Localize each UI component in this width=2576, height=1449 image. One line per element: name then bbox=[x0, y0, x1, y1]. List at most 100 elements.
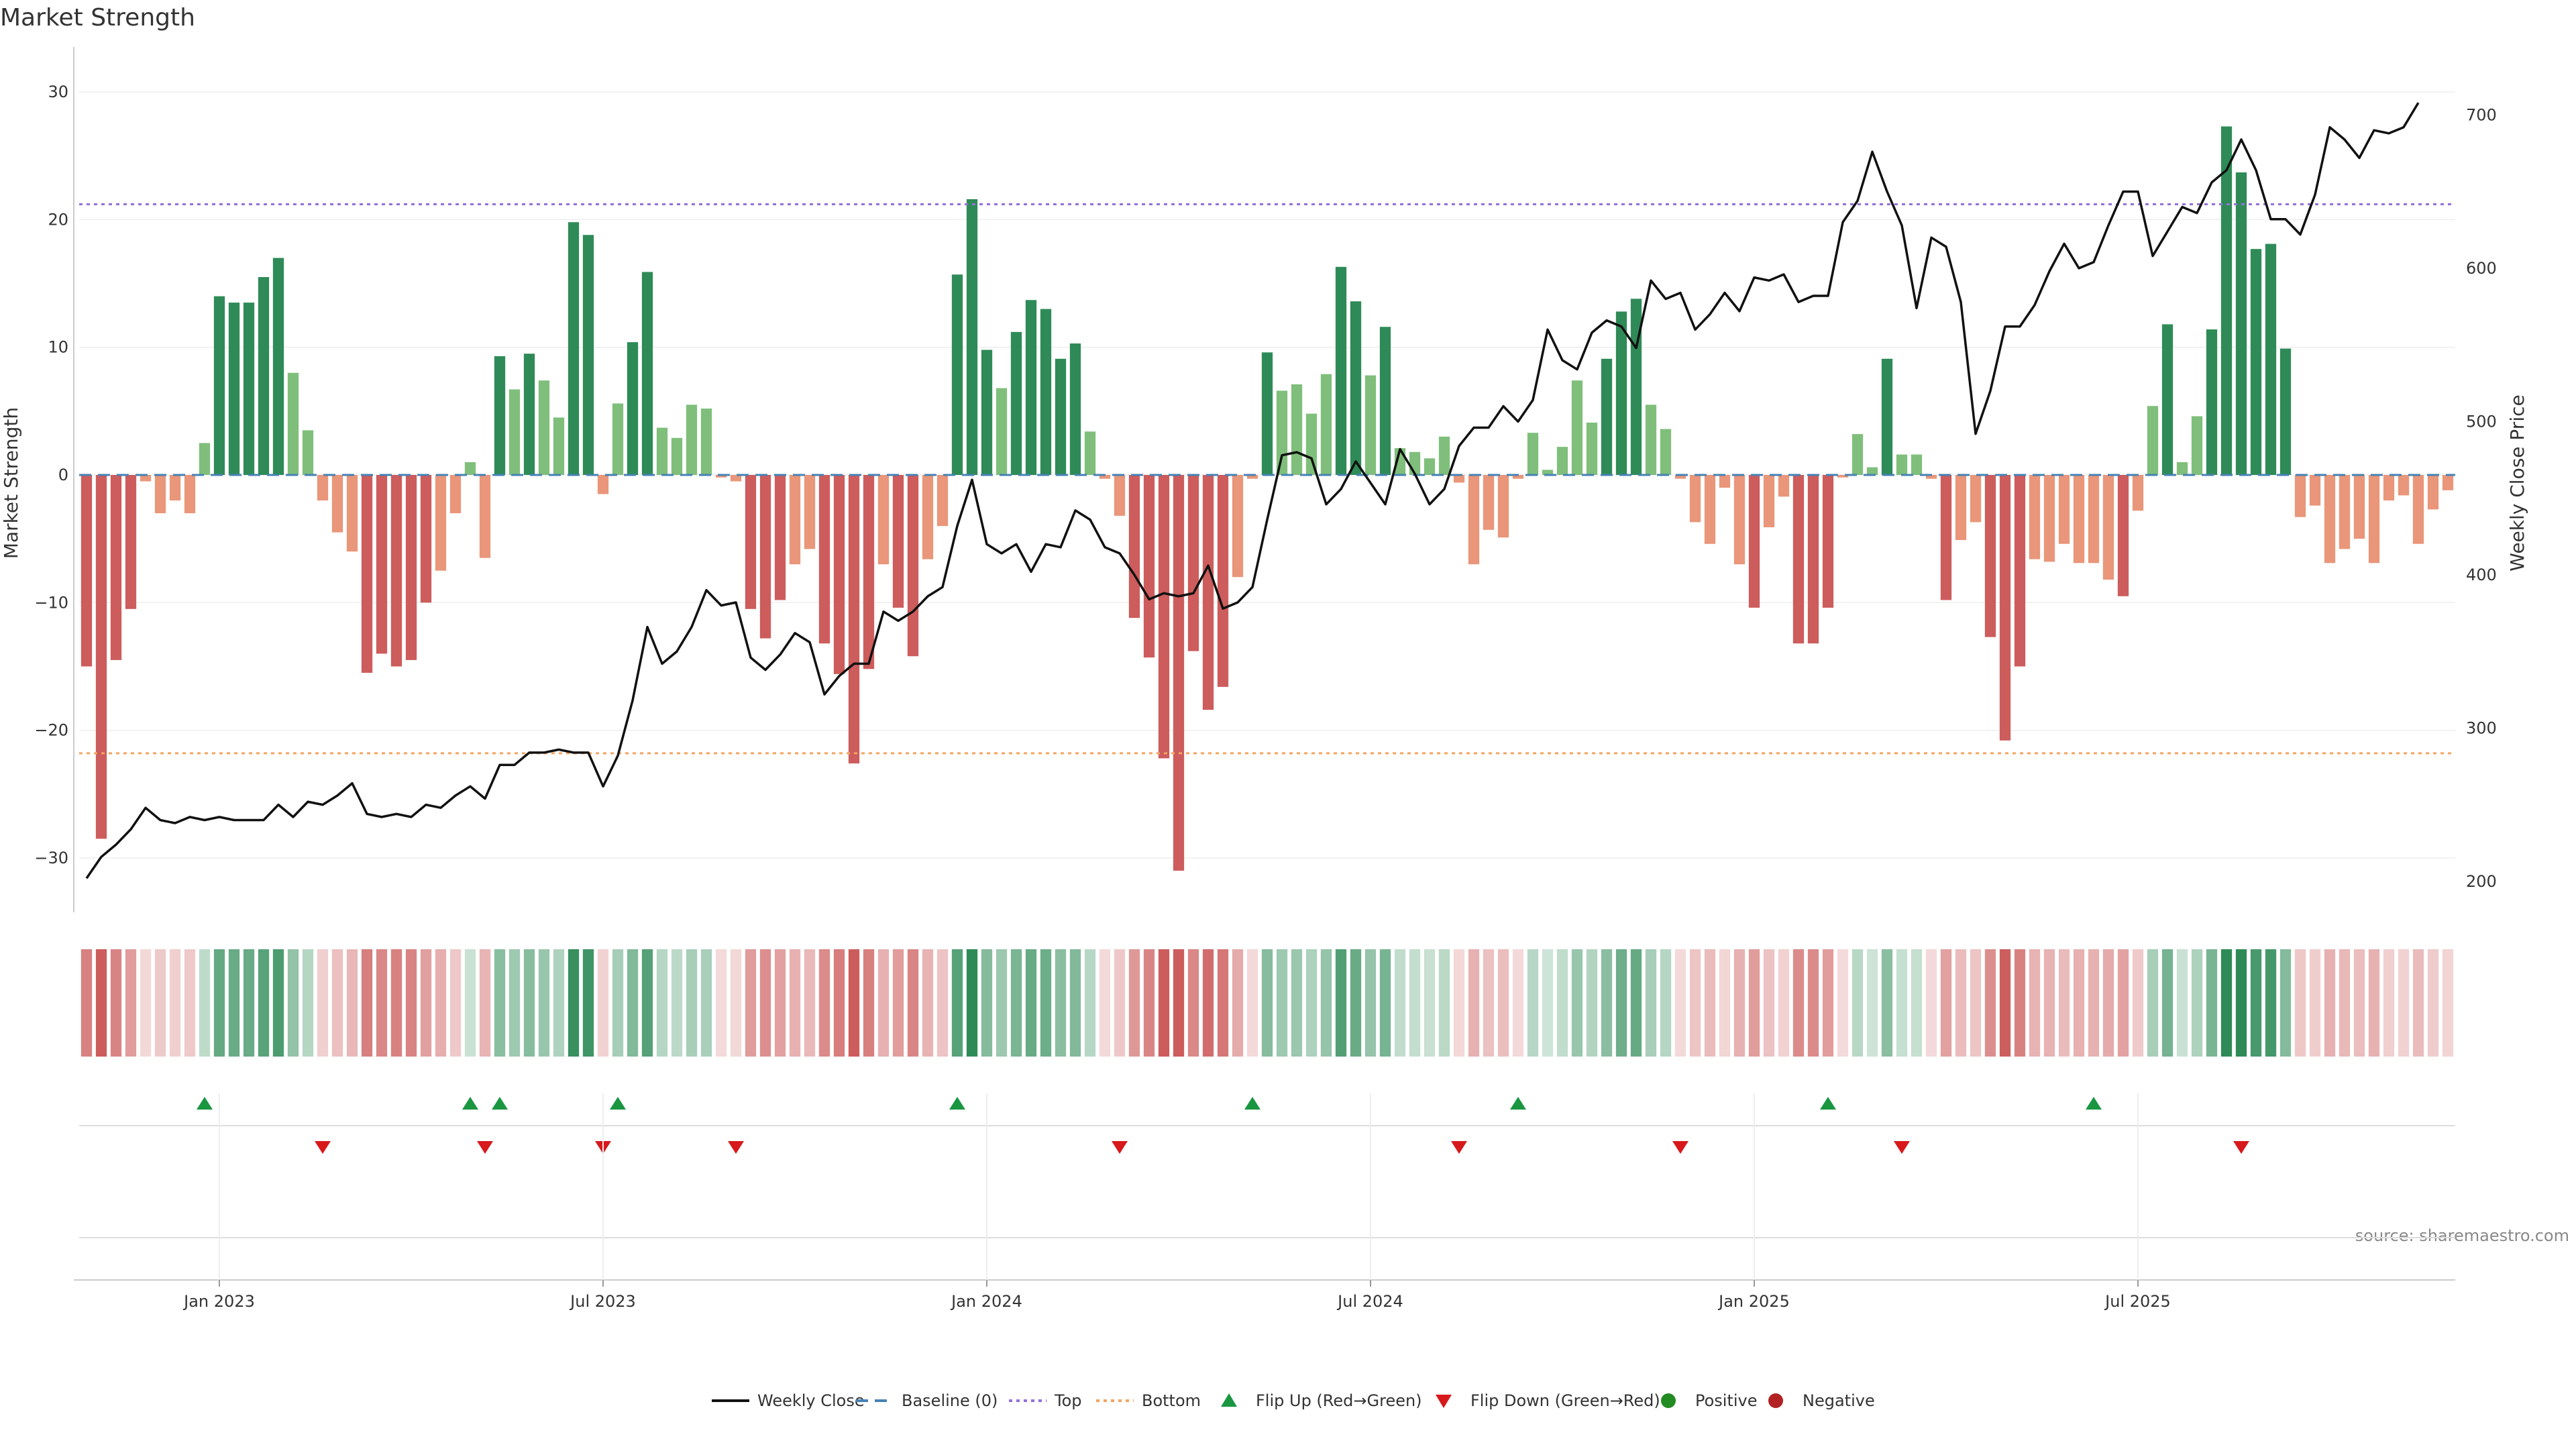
x-tick-label: Jul 2025 bbox=[2104, 1292, 2171, 1311]
heat-cell bbox=[2339, 949, 2351, 1057]
right-tick-label: 200 bbox=[2466, 872, 2497, 891]
heat-cell bbox=[154, 949, 166, 1057]
strength-bar bbox=[1276, 390, 1288, 475]
right-tick-label: 700 bbox=[2466, 105, 2497, 124]
heat-cell bbox=[1232, 949, 1244, 1057]
heat-cell bbox=[1394, 949, 1406, 1057]
heat-cell bbox=[2117, 949, 2129, 1057]
strength-bar bbox=[1911, 454, 1923, 475]
x-tick-label: Jan 2023 bbox=[182, 1292, 255, 1311]
heat-cell bbox=[1527, 949, 1539, 1057]
flip-down-marker bbox=[315, 1141, 331, 1154]
heat-cell bbox=[1291, 949, 1303, 1057]
heat-cell bbox=[1556, 949, 1568, 1057]
flip-up-marker bbox=[1510, 1097, 1526, 1110]
heat-cell bbox=[1424, 949, 1436, 1057]
heat-cell bbox=[1822, 949, 1834, 1057]
heat-cell bbox=[287, 949, 299, 1057]
heat-cell bbox=[1350, 949, 1362, 1057]
heat-cell bbox=[1483, 949, 1495, 1057]
strength-bar bbox=[420, 474, 432, 603]
strength-heat-band bbox=[80, 949, 2454, 1057]
heat-cell bbox=[1984, 949, 1996, 1057]
strength-bar bbox=[730, 474, 742, 482]
strength-bar bbox=[936, 474, 949, 527]
heat-cell bbox=[213, 949, 225, 1057]
flip-up-marker bbox=[492, 1097, 508, 1110]
strength-bar bbox=[1261, 352, 1273, 475]
heat-cell bbox=[2191, 949, 2203, 1057]
heat-cell bbox=[1881, 949, 1893, 1057]
heat-cell bbox=[1542, 949, 1554, 1057]
flip-markers-panel bbox=[79, 1097, 2455, 1238]
heat-cell bbox=[1438, 949, 1450, 1057]
heat-cell bbox=[1143, 949, 1155, 1057]
strength-bar bbox=[745, 474, 757, 609]
heat-cell bbox=[1940, 949, 1952, 1057]
heat-cell bbox=[1025, 949, 1037, 1057]
heat-cell bbox=[479, 949, 491, 1057]
heat-cell bbox=[184, 949, 196, 1057]
strength-bar bbox=[2206, 329, 2218, 475]
strength-bar bbox=[1040, 309, 1052, 475]
chart-title: Market Strength bbox=[0, 4, 195, 32]
legend-label: Negative bbox=[1803, 1391, 1875, 1410]
legend-label: Flip Up (Red→Green) bbox=[1256, 1391, 1422, 1410]
heat-cell bbox=[1202, 949, 1214, 1057]
right-tick-label: 400 bbox=[2466, 566, 2497, 584]
strength-bar bbox=[494, 356, 506, 475]
heat-cell bbox=[2161, 949, 2174, 1057]
reference-lines bbox=[79, 203, 2455, 755]
strength-bar bbox=[700, 409, 712, 475]
strength-bar bbox=[1778, 474, 1790, 497]
x-tick-label: Jan 2025 bbox=[1717, 1292, 1790, 1311]
strength-bar bbox=[2368, 474, 2380, 564]
strength-bar bbox=[2383, 474, 2395, 501]
strength-bar bbox=[1453, 474, 1465, 483]
heat-cell bbox=[1084, 949, 1096, 1057]
strength-bar bbox=[2427, 474, 2439, 510]
legend: Weekly Close Baseline (0) Top Bottom Flip Up… bbox=[712, 1391, 1875, 1410]
heat-cell bbox=[848, 949, 860, 1057]
heat-cell bbox=[1099, 949, 1111, 1057]
strength-bar bbox=[1807, 474, 1819, 644]
heat-cell bbox=[523, 949, 535, 1057]
strength-bar bbox=[1748, 474, 1760, 608]
left-tick-label: 20 bbox=[48, 210, 68, 229]
strength-bar bbox=[2117, 474, 2129, 596]
heat-cell bbox=[508, 949, 521, 1057]
strength-bar bbox=[1246, 474, 1258, 479]
strength-bar bbox=[1660, 429, 1672, 475]
heat-cell bbox=[1187, 949, 1199, 1057]
strength-bar bbox=[863, 474, 875, 669]
legend-swatch-positive bbox=[1661, 1393, 1676, 1408]
heat-cell bbox=[1586, 949, 1598, 1057]
heat-cell bbox=[833, 949, 845, 1057]
strength-bar bbox=[258, 277, 270, 475]
flip-up-marker bbox=[197, 1097, 213, 1110]
heat-cell bbox=[449, 949, 462, 1057]
heat-cell bbox=[1246, 949, 1258, 1057]
heat-cell bbox=[789, 949, 801, 1057]
strength-bar bbox=[1069, 343, 1081, 475]
strength-bar bbox=[1763, 474, 1775, 528]
heat-cell bbox=[1645, 949, 1657, 1057]
heat-cell bbox=[1866, 949, 1878, 1057]
strength-bar bbox=[2339, 474, 2351, 549]
heat-cell bbox=[2353, 949, 2365, 1057]
strength-bar bbox=[1055, 358, 1067, 475]
heat-cell bbox=[686, 949, 698, 1057]
strength-bar bbox=[2191, 416, 2203, 475]
strength-bar bbox=[95, 474, 107, 839]
heat-cell bbox=[1409, 949, 1421, 1057]
flip-down-marker bbox=[1451, 1141, 1467, 1154]
strength-bar bbox=[2220, 126, 2233, 475]
strength-bar bbox=[1571, 380, 1583, 475]
heat-cell bbox=[981, 949, 993, 1057]
heat-cell bbox=[140, 949, 152, 1057]
strength-bar bbox=[789, 474, 801, 565]
strength-bar bbox=[538, 380, 550, 475]
heat-cell bbox=[745, 949, 757, 1057]
heat-cell bbox=[110, 949, 122, 1057]
x-axis: Jan 2023 Jul 2023 Jan 2024 Jul 2024 Jan 2025… bbox=[74, 1093, 2455, 1311]
